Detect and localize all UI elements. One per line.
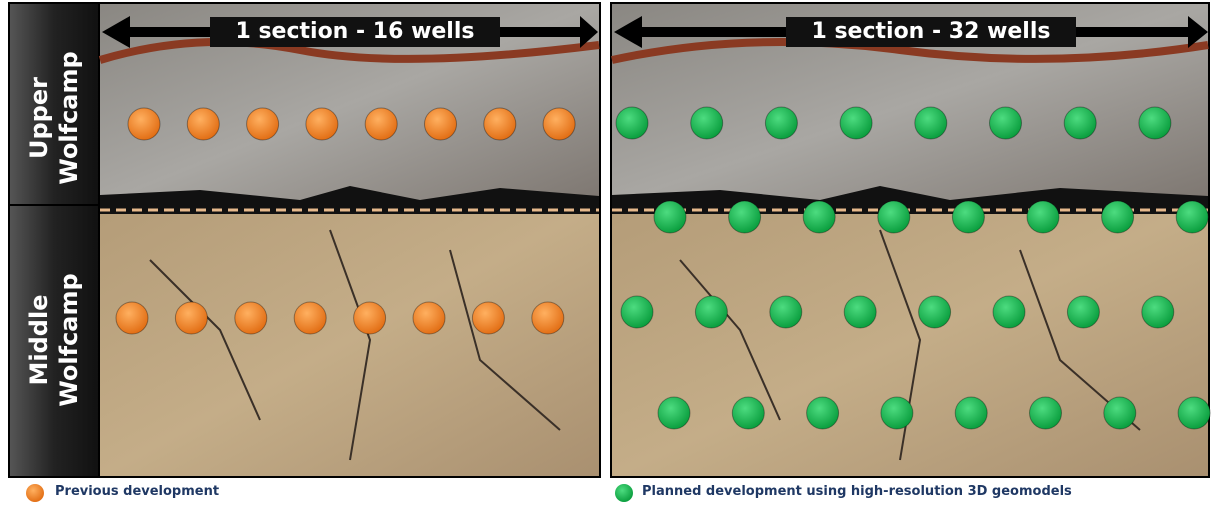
wells: [115, 106, 1211, 430]
panel-header: 1 section - 32 wells: [786, 17, 1076, 47]
well: [1141, 295, 1175, 329]
zone-label: Upper Wolfcamp: [25, 51, 83, 185]
legend-label: Planned development using high-resolutio…: [642, 484, 1072, 499]
well: [731, 396, 765, 430]
legend-label: Previous development: [55, 484, 220, 499]
upper-side: [10, 4, 98, 204]
middle-rock: [100, 204, 599, 476]
boundary: [612, 186, 1208, 214]
well: [174, 301, 208, 335]
well: [483, 107, 517, 141]
well: [1063, 106, 1097, 140]
well: [471, 301, 505, 335]
well: [806, 396, 840, 430]
well: [951, 200, 985, 234]
legend-swatch: [26, 484, 44, 502]
red-vein: [98, 38, 600, 64]
well: [1029, 396, 1062, 430]
well: [657, 396, 691, 430]
cracks: [149, 229, 561, 461]
well: [1103, 396, 1137, 430]
boundary: [100, 186, 599, 214]
well: [918, 295, 952, 329]
middle-side: [10, 206, 98, 476]
well: [127, 107, 161, 141]
well: [615, 106, 649, 140]
well: [992, 295, 1026, 329]
well: [234, 301, 268, 335]
well: [1066, 295, 1100, 329]
well: [764, 106, 798, 140]
well: [843, 295, 877, 329]
well: [1175, 200, 1209, 234]
well: [839, 106, 873, 140]
well: [728, 200, 762, 234]
well: [293, 301, 327, 335]
well: [186, 107, 220, 141]
zone-label: Middle Wolfcamp: [25, 273, 83, 407]
well: [1026, 200, 1060, 234]
well: [877, 200, 911, 234]
well: [653, 200, 687, 234]
panel-header: 1 section - 16 wells: [210, 17, 500, 47]
well: [880, 396, 914, 430]
well: [694, 295, 728, 329]
legend-swatch: [615, 484, 633, 502]
well: [412, 301, 446, 335]
well: [1138, 106, 1172, 140]
well: [690, 106, 724, 140]
well: [620, 295, 654, 329]
well: [305, 107, 339, 141]
red-vein: [611, 38, 1209, 64]
well: [989, 106, 1022, 140]
well: [954, 396, 988, 430]
well: [1177, 396, 1211, 430]
well: [1101, 200, 1135, 234]
well: [246, 107, 280, 141]
well: [802, 200, 836, 234]
well: [769, 295, 803, 329]
middle-rock: [612, 204, 1208, 476]
well: [531, 301, 565, 335]
well: [353, 301, 387, 335]
well: [115, 301, 149, 335]
well: [542, 107, 576, 141]
well: [424, 107, 457, 141]
well: [914, 106, 948, 140]
well: [364, 107, 398, 141]
